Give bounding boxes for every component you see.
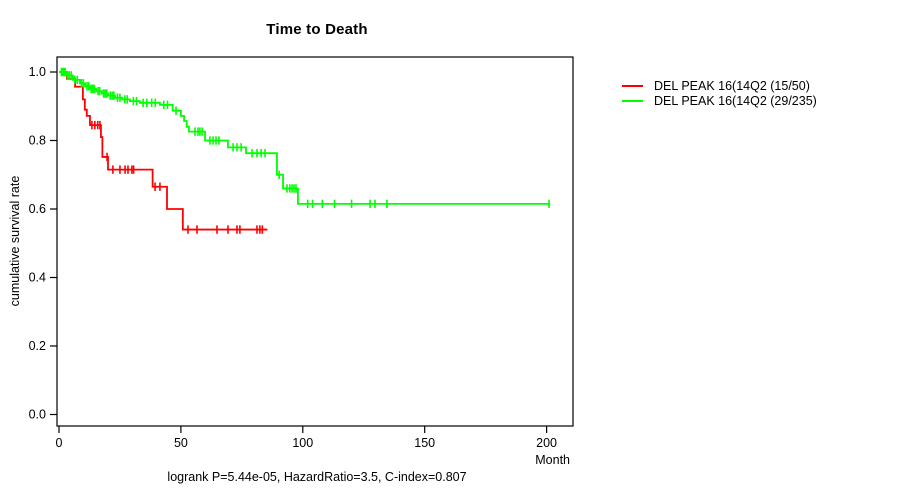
stats-annotation: logrank P=5.44e-05, HazardRatio=3.5, C-i… <box>167 470 467 484</box>
x-tick-label: 0 <box>56 436 63 450</box>
y-tick-label: 0.8 <box>29 134 46 148</box>
y-tick-label: 0.4 <box>29 271 46 285</box>
legend-item-group2: DEL PEAK 16(14Q2 (29/235) <box>622 93 817 108</box>
x-tick-label: 200 <box>536 436 557 450</box>
y-tick-label: 0.6 <box>29 202 46 216</box>
legend-label-group1: DEL PEAK 16(14Q2 (15/50) <box>654 78 810 93</box>
y-tick-label: 1.0 <box>29 65 46 79</box>
legend: DEL PEAK 16(14Q2 (15/50) DEL PEAK 16(14Q… <box>622 78 817 108</box>
legend-label-group2: DEL PEAK 16(14Q2 (29/235) <box>654 93 817 108</box>
plot-box <box>56 56 574 427</box>
x-tick-label: 50 <box>174 436 188 450</box>
y-tick-label: 0.0 <box>29 408 46 422</box>
legend-line-red <box>622 84 643 87</box>
x-tick-label: 100 <box>292 436 313 450</box>
legend-line-green <box>622 99 643 102</box>
x-axis-label: Month <box>535 453 570 467</box>
y-tick-label: 0.2 <box>29 339 46 353</box>
survival-curve-green <box>59 71 551 205</box>
x-tick-label: 150 <box>414 436 435 450</box>
chart-title: Time to Death <box>266 21 368 38</box>
legend-item-group1: DEL PEAK 16(14Q2 (15/50) <box>622 78 817 93</box>
